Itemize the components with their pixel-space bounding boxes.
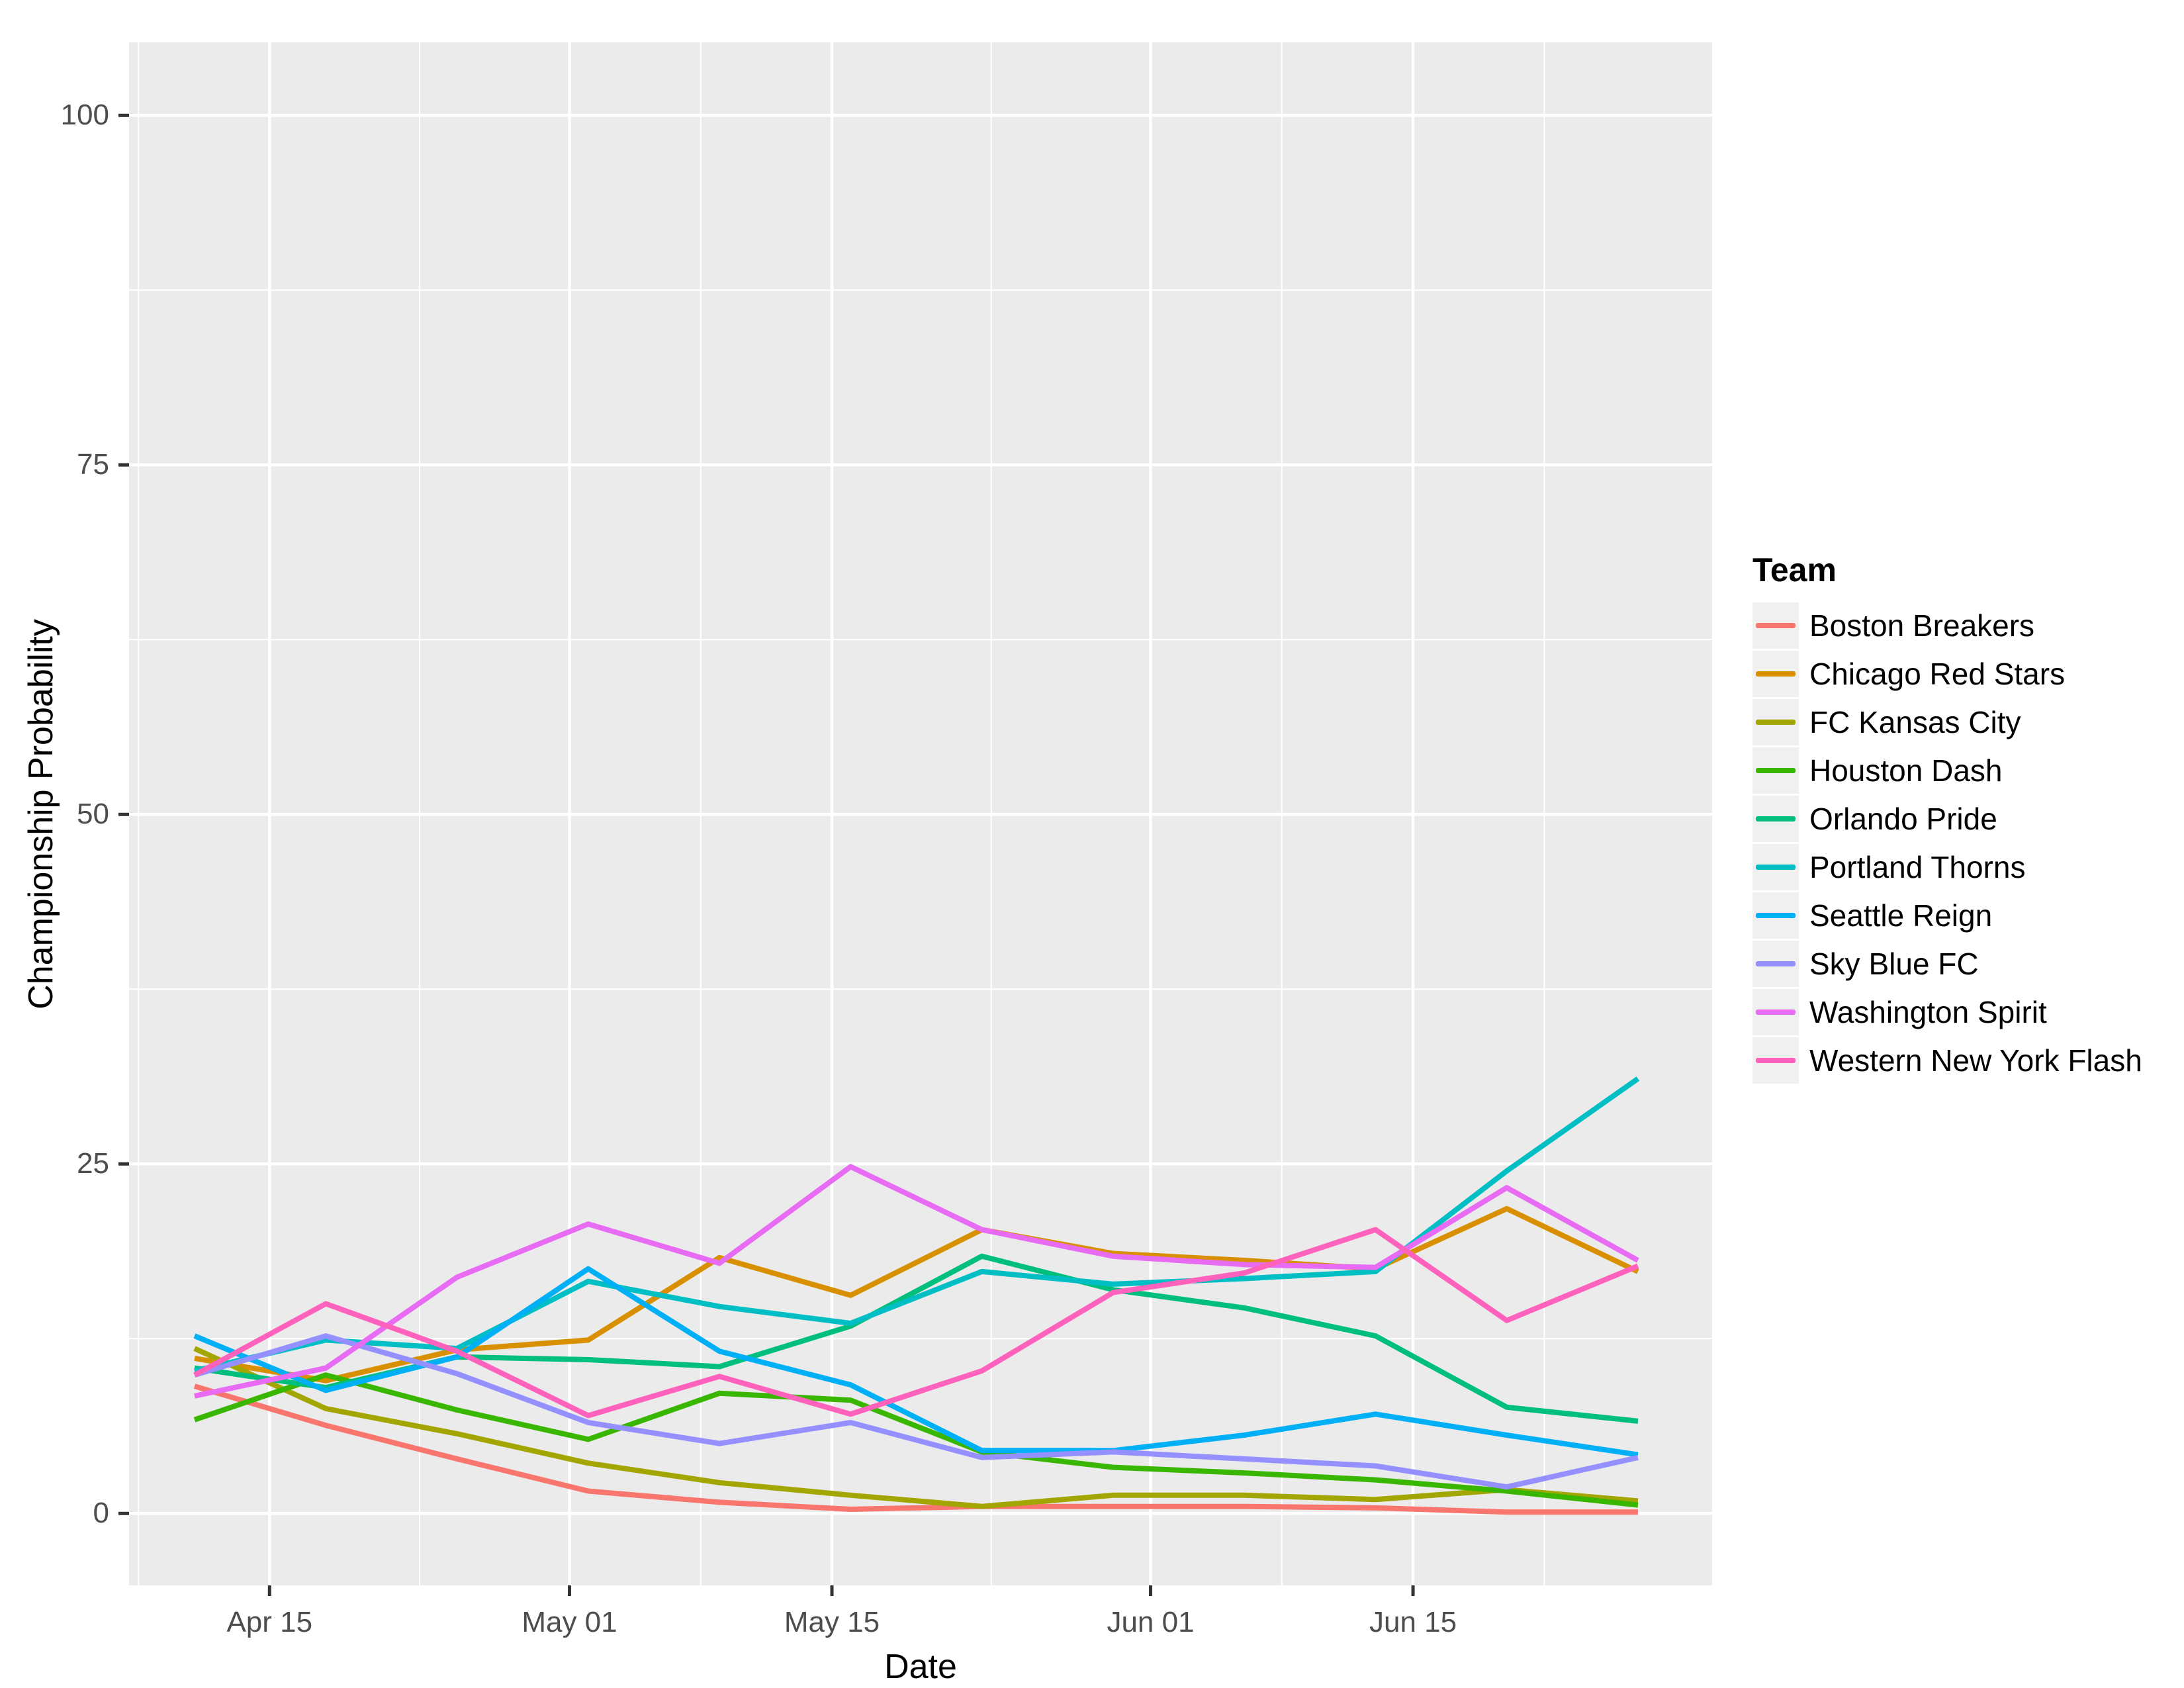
x-tick-label: Jun 15 — [1369, 1606, 1457, 1638]
legend-key-line-icon — [1756, 1009, 1796, 1015]
legend-title: Team — [1752, 551, 1837, 588]
x-tick-label: Apr 15 — [226, 1606, 313, 1638]
legend-key-line-icon — [1756, 1057, 1796, 1063]
legend-key-swatch — [1752, 602, 1799, 649]
series-line — [194, 1164, 1639, 1399]
legend-item-label: Washington Spirit — [1809, 994, 2047, 1029]
legend-key-swatch — [1752, 650, 1799, 697]
legend-key-line-icon — [1756, 961, 1796, 966]
legend-item: Western New York Flash — [1752, 1036, 2142, 1084]
legend-key-line-icon — [1756, 671, 1796, 677]
legend-key-line-icon — [1756, 816, 1796, 821]
y-tick-label: 25 — [77, 1147, 109, 1180]
series-line — [193, 1333, 1639, 1490]
x-tick-label: May 01 — [522, 1606, 617, 1638]
legend-item-label: Western New York Flash — [1809, 1043, 2142, 1078]
y-axis-title: Championship Probability — [22, 619, 60, 1009]
legend-key-line-icon — [1756, 719, 1796, 725]
legend-key-line-icon — [1756, 622, 1796, 628]
x-axis-title: Date — [884, 1648, 957, 1686]
legend-item: Portland Thorns — [1752, 843, 2142, 891]
legend-item: Sky Blue FC — [1752, 939, 2142, 988]
legend-item-label: Houston Dash — [1809, 753, 2003, 788]
legend-item: Chicago Red Stars — [1752, 649, 2142, 698]
legend-item-label: Sky Blue FC — [1809, 946, 1979, 981]
legend-key-swatch — [1752, 698, 1799, 745]
legend-key-swatch — [1752, 747, 1799, 794]
legend-item: Seattle Reign — [1752, 891, 2142, 939]
legend-item: Washington Spirit — [1752, 988, 2142, 1036]
series-line — [193, 1383, 1638, 1515]
legend-items: Boston Breakers Chicago Red Stars FC Kansa… — [1752, 601, 2142, 1084]
legend-item: Orlando Pride — [1752, 794, 2142, 843]
legend-item-label: Boston Breakers — [1809, 608, 2035, 643]
y-tick-label: 0 — [93, 1497, 109, 1530]
legend-item: Houston Dash — [1752, 746, 2142, 794]
legend-item-label: Chicago Red Stars — [1809, 656, 2066, 691]
series-line — [193, 1372, 1639, 1508]
legend-key-swatch — [1752, 892, 1799, 939]
legend: Team Boston Breakers Chicago Red Stars FC … — [1752, 551, 2142, 1084]
series-line — [193, 1346, 1639, 1509]
legend-item-label: Portland Thorns — [1809, 849, 2026, 884]
y-tick-label: 75 — [77, 448, 109, 481]
legend-key-swatch — [1752, 1037, 1799, 1084]
legend-key-line-icon — [1756, 912, 1796, 918]
legend-key-swatch — [1752, 988, 1799, 1035]
legend-item-label: FC Kansas City — [1809, 704, 2021, 739]
series-line — [193, 1227, 1639, 1419]
legend-item: Boston Breakers — [1752, 601, 2142, 649]
series-line — [193, 1266, 1639, 1458]
y-tick-label: 50 — [77, 798, 109, 831]
legend-item: FC Kansas City — [1752, 698, 2142, 746]
legend-key-swatch — [1752, 843, 1799, 890]
legend-item-label: Orlando Pride — [1809, 801, 1997, 836]
legend-item-label: Seattle Reign — [1809, 898, 1993, 933]
series-line — [194, 1205, 1639, 1383]
x-tick-label: Jun 01 — [1107, 1606, 1195, 1638]
legend-key-swatch — [1752, 940, 1799, 987]
y-tick-label: 100 — [60, 99, 109, 132]
x-tick-label: May 15 — [784, 1606, 880, 1638]
legend-key-swatch — [1752, 795, 1799, 842]
legend-key-line-icon — [1756, 767, 1796, 773]
legend-key-line-icon — [1756, 864, 1796, 870]
